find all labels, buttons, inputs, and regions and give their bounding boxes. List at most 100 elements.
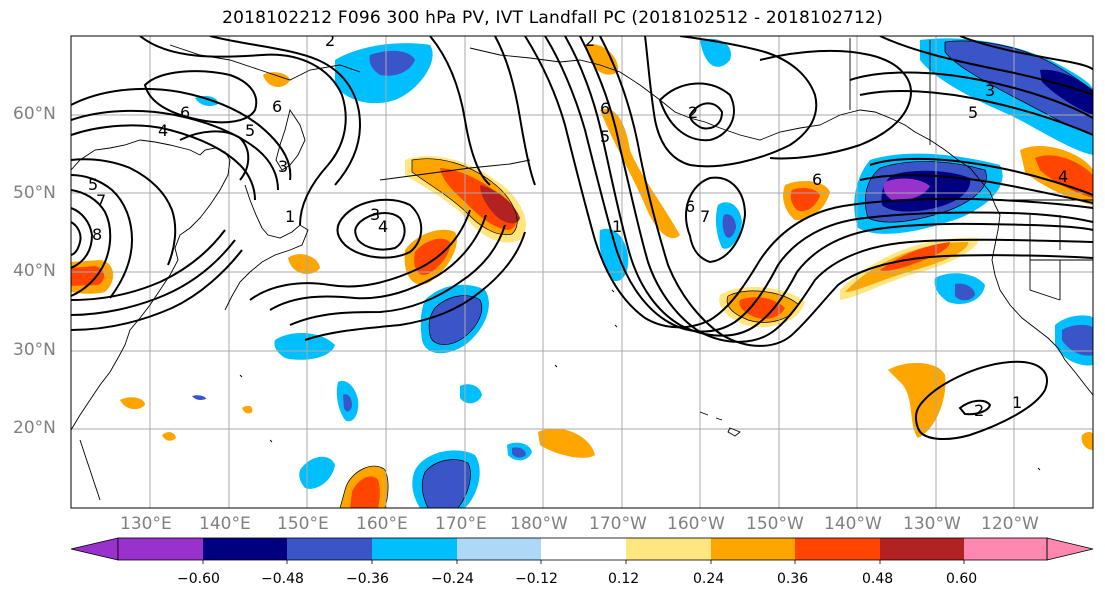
contour-label: 6 xyxy=(600,99,610,118)
pv-contour xyxy=(859,174,1093,204)
lat-label-60n: 60°N xyxy=(13,104,56,124)
pv-anomaly-negative xyxy=(883,178,930,201)
contour-label: 5 xyxy=(600,127,610,146)
colorbar-segment xyxy=(287,538,372,560)
pv-anomaly-negative xyxy=(299,456,335,489)
contour-label: 7 xyxy=(96,191,106,210)
pv-contour xyxy=(759,49,912,160)
colorbar-label: −0.60 xyxy=(177,571,220,587)
pv-anomaly-positive xyxy=(790,188,820,212)
lon-label-130w: 130°W xyxy=(903,514,961,534)
pv-contour xyxy=(879,36,1093,96)
coastline-kamchatka xyxy=(275,108,306,171)
pv-outline xyxy=(865,161,987,223)
pv-contour xyxy=(849,71,1093,119)
coastline-alaska xyxy=(469,47,916,141)
coastline-islands xyxy=(239,289,1041,471)
shading-outlines xyxy=(339,40,1093,508)
pv-anomaly-positive xyxy=(585,44,619,75)
pv-contour xyxy=(958,399,992,416)
pv-anomaly-negative xyxy=(192,395,206,400)
pv-anomaly-positive xyxy=(288,254,320,274)
pv-anomaly-positive xyxy=(242,405,253,414)
pv-contour xyxy=(249,209,471,301)
lon-label-130e: 130°E xyxy=(120,514,172,534)
pv-anomaly-positive xyxy=(162,432,176,441)
pv-anomaly-positive xyxy=(120,397,145,410)
coastline-asia xyxy=(71,139,231,431)
lon-label-160w: 160°W xyxy=(667,514,725,534)
pv-anomaly-positive xyxy=(538,428,595,458)
contour-labels: 2 6 6 4 5 3 5 7 8 1 3 4 2 6 5 1 2 6 7 6 … xyxy=(88,31,1068,420)
coastline-us-west xyxy=(991,214,1093,396)
pv-contour xyxy=(644,36,818,168)
pv-anomaly-negative xyxy=(369,50,415,76)
contour-label: 2 xyxy=(585,31,595,50)
pv-contour xyxy=(429,36,491,186)
colorbar-segment xyxy=(795,538,880,560)
contour-label: 3 xyxy=(370,205,380,224)
pv-contours xyxy=(71,36,1093,441)
pv-contour xyxy=(914,360,1048,441)
contour-label: 2 xyxy=(688,103,698,122)
colorbar-segment xyxy=(626,538,711,560)
contour-label: 6 xyxy=(685,197,695,216)
colorbar-segment xyxy=(457,538,541,560)
contour-label: 1 xyxy=(285,207,295,226)
pv-contour xyxy=(524,36,1093,329)
coastline-aleutians xyxy=(379,159,531,181)
colorbar-label: 0.12 xyxy=(608,571,640,587)
colorbar-label: −0.48 xyxy=(261,571,304,587)
colorbar-segment xyxy=(203,538,287,560)
pv-contour xyxy=(71,87,292,181)
colorbar-segment xyxy=(541,538,626,560)
lon-label-120w: 120°W xyxy=(981,514,1039,534)
colorbar-label: 0.60 xyxy=(946,571,978,587)
contour-label: 4 xyxy=(158,121,168,140)
pv-contour xyxy=(71,239,236,316)
contour-label: 7 xyxy=(700,207,710,226)
lon-label-140e: 140°E xyxy=(199,514,251,534)
pv-anomaly-positive xyxy=(71,266,105,286)
pv-contour xyxy=(869,157,1093,196)
colorbar-extend-min xyxy=(70,537,119,561)
pv-anomaly-negative xyxy=(700,38,731,67)
coastline-hawaii xyxy=(699,411,741,437)
pv-contour xyxy=(336,198,423,259)
lon-label-150e: 150°E xyxy=(277,514,329,534)
coastline-japan xyxy=(224,184,309,311)
pv-anomaly-negative xyxy=(429,295,482,345)
colorbar-label: 0.48 xyxy=(862,571,894,587)
pv-contour xyxy=(71,158,177,266)
pv-contour xyxy=(289,224,506,326)
colorbar-label: −0.12 xyxy=(515,571,558,587)
pv-contour xyxy=(544,36,1093,333)
contour-label: 6 xyxy=(812,170,822,189)
contour-label: 5 xyxy=(968,103,978,122)
lon-label-170w: 170°W xyxy=(589,514,647,534)
pv-outline xyxy=(428,295,483,345)
pv-anomaly-negative xyxy=(422,459,471,508)
pv-contour xyxy=(685,176,747,264)
lat-label-20n: 20°N xyxy=(13,418,56,438)
pv-contour xyxy=(599,36,1093,347)
colorbar-outline xyxy=(117,537,1048,561)
pv-anomaly-positive xyxy=(1035,155,1093,198)
pv-contour xyxy=(71,109,279,191)
pv-outline xyxy=(411,158,518,236)
lat-label-40n: 40°N xyxy=(13,261,56,281)
colorbar-segment xyxy=(964,538,1047,560)
pv-anomaly-negative xyxy=(945,40,1093,135)
pv-contour xyxy=(688,102,724,130)
contour-label: 4 xyxy=(1058,167,1068,186)
contour-label: 5 xyxy=(245,121,255,140)
pv-contour xyxy=(71,229,226,301)
lon-label-150w: 150°W xyxy=(746,514,804,534)
pv-contour xyxy=(139,36,347,226)
lon-label-180w: 180°W xyxy=(510,514,568,534)
pv-anomaly-negative xyxy=(343,394,352,412)
pv-contour xyxy=(71,174,134,299)
pv-anomaly-positive xyxy=(350,476,380,508)
pv-outline xyxy=(726,290,799,323)
